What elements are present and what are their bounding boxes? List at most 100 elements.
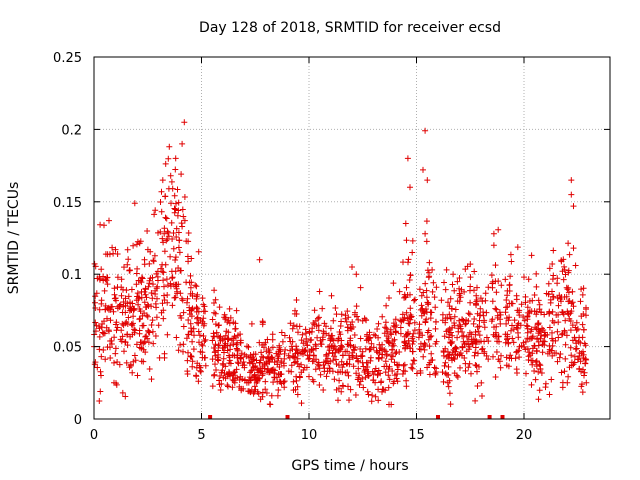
data-point: [457, 364, 463, 371]
data-point: [382, 319, 389, 326]
data-point: [312, 317, 319, 324]
data-point: [323, 353, 330, 359]
data-point: [259, 389, 266, 396]
data-point: [105, 327, 112, 334]
data-point: [136, 330, 143, 337]
data-point: [212, 341, 219, 348]
data-point: [102, 306, 109, 313]
data-point: [107, 355, 114, 361]
data-point: [416, 286, 423, 293]
data-point: [471, 352, 478, 359]
data-point: [478, 379, 485, 386]
data-point: [495, 278, 502, 285]
data-point: [328, 332, 335, 339]
data-point: [293, 323, 300, 330]
data-point: [467, 287, 473, 294]
data-point: [338, 358, 345, 365]
data-point: [130, 306, 137, 313]
data-point: [336, 348, 342, 355]
data-point: [422, 319, 429, 326]
data-point: [442, 286, 449, 293]
outlier-point: [542, 384, 549, 391]
data-point: [112, 350, 119, 357]
data-point: [96, 333, 103, 340]
data-point: [408, 364, 415, 371]
data-point: [320, 330, 327, 337]
data-point: [148, 322, 155, 328]
data-point: [164, 228, 171, 235]
data-point: [171, 192, 178, 199]
data-point: [388, 356, 395, 363]
data-point: [180, 309, 187, 316]
data-point: [450, 271, 457, 278]
data-point: [220, 355, 227, 362]
data-point: [355, 358, 362, 365]
data-point: [178, 315, 185, 321]
data-point: [443, 371, 450, 378]
data-point: [454, 374, 461, 380]
data-point: [558, 369, 565, 376]
data-point: [121, 348, 127, 355]
data-point: [578, 368, 584, 375]
data-point: [259, 353, 265, 360]
data-point: [170, 281, 177, 288]
data-point: [396, 349, 403, 355]
data-point: [498, 352, 504, 359]
data-point: [126, 364, 133, 371]
data-point: [181, 194, 188, 200]
outlier-point: [521, 274, 527, 281]
data-point: [453, 345, 460, 352]
data-point: [451, 356, 458, 363]
data-point: [126, 267, 133, 274]
data-point: [440, 352, 447, 359]
data-point: [296, 373, 303, 380]
data-point: [528, 381, 535, 388]
data-point: [186, 279, 193, 286]
data-point: [427, 309, 434, 316]
data-point: [195, 378, 202, 385]
data-point: [331, 353, 338, 360]
data-point: [448, 305, 455, 312]
chart-title: Day 128 of 2018, SRMTID for receiver ecs…: [199, 20, 501, 36]
data-point: [393, 375, 400, 382]
data-point: [573, 319, 580, 326]
data-point: [360, 384, 367, 391]
data-point: [134, 290, 141, 297]
data-point: [212, 348, 219, 355]
data-point: [457, 350, 464, 356]
data-point: [219, 336, 226, 343]
data-point: [277, 378, 284, 385]
data-point: [550, 272, 557, 279]
data-point: [286, 334, 293, 341]
data-point: [572, 346, 579, 353]
data-point: [125, 256, 132, 263]
data-point: [508, 258, 515, 265]
data-point: [119, 389, 126, 396]
data-point: [313, 345, 319, 352]
data-point: [565, 267, 572, 274]
data-point: [354, 376, 361, 383]
data-point: [339, 382, 346, 389]
data-point: [136, 294, 143, 301]
data-point: [456, 285, 463, 292]
data-point: [545, 280, 552, 287]
data-point: [366, 346, 373, 353]
data-point: [211, 309, 218, 316]
data-point: [523, 322, 530, 329]
data-point: [171, 209, 178, 216]
data-point: [333, 361, 340, 367]
data-point: [199, 295, 206, 302]
data-point: [165, 185, 172, 192]
data-point: [556, 292, 563, 299]
data-point: [411, 297, 417, 304]
data-point: [104, 344, 111, 351]
data-point: [288, 343, 295, 350]
data-point: [432, 325, 439, 332]
data-point: [129, 322, 136, 329]
data-point: [285, 368, 292, 375]
data-point: [289, 338, 296, 345]
data-point: [451, 370, 458, 377]
data-point: [230, 341, 237, 348]
data-point: [153, 285, 160, 292]
data-point: [524, 304, 531, 311]
